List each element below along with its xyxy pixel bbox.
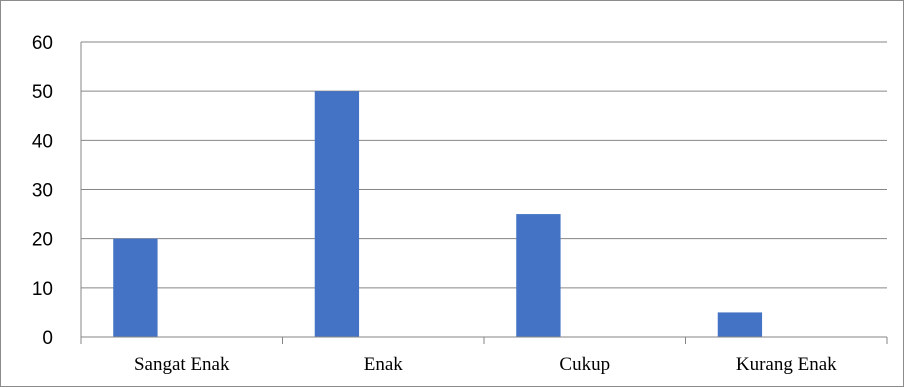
x-tick-label: Cukup [559,354,610,375]
x-tick-label: Enak [364,354,404,375]
y-tick-label: 40 [32,131,53,152]
bar-sangat-enak [113,238,158,337]
bars [113,91,763,338]
gridlines [81,41,887,289]
y-tick-label: 60 [32,33,53,54]
y-tick-label: 50 [32,82,53,103]
x-tick-label: Sangat Enak [134,354,230,375]
y-tick-label: 10 [32,279,53,300]
bar-kurang-enak [717,312,763,337]
x-tick-label: Kurang Enak [736,354,837,375]
bar-cukup [516,214,561,337]
axes [80,42,888,344]
y-tick-label: 20 [32,230,53,251]
bar-enak [314,91,360,338]
y-tick-label: 30 [32,181,53,202]
y-tick-labels: 0 10 20 30 40 50 60 [32,33,53,349]
x-tick-labels: Sangat Enak Enak Cukup Kurang Enak [134,354,837,375]
y-tick-label: 0 [42,328,53,349]
